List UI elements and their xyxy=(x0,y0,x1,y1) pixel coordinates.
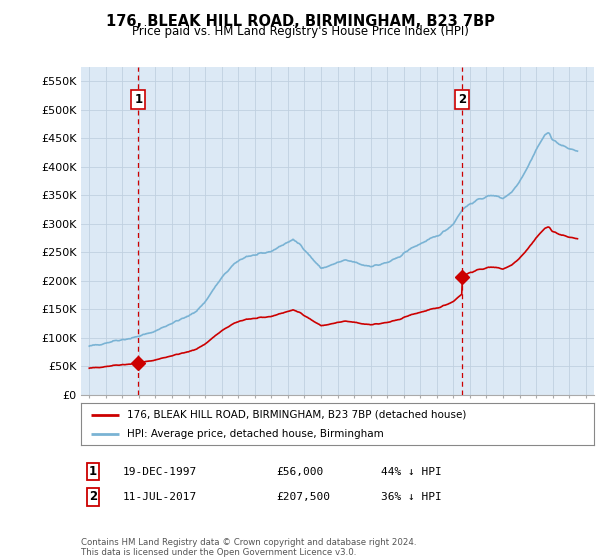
Text: 11-JUL-2017: 11-JUL-2017 xyxy=(123,492,197,502)
Text: 176, BLEAK HILL ROAD, BIRMINGHAM, B23 7BP: 176, BLEAK HILL ROAD, BIRMINGHAM, B23 7B… xyxy=(106,14,494,29)
Text: £207,500: £207,500 xyxy=(276,492,330,502)
Text: Contains HM Land Registry data © Crown copyright and database right 2024.
This d: Contains HM Land Registry data © Crown c… xyxy=(81,538,416,557)
Text: 1: 1 xyxy=(134,93,142,106)
Text: 19-DEC-1997: 19-DEC-1997 xyxy=(123,466,197,477)
Text: Price paid vs. HM Land Registry's House Price Index (HPI): Price paid vs. HM Land Registry's House … xyxy=(131,25,469,38)
Text: 44% ↓ HPI: 44% ↓ HPI xyxy=(381,466,442,477)
Text: 2: 2 xyxy=(89,490,97,503)
Text: 176, BLEAK HILL ROAD, BIRMINGHAM, B23 7BP (detached house): 176, BLEAK HILL ROAD, BIRMINGHAM, B23 7B… xyxy=(127,409,467,419)
Text: 1: 1 xyxy=(89,465,97,478)
Text: £56,000: £56,000 xyxy=(276,466,323,477)
Text: 36% ↓ HPI: 36% ↓ HPI xyxy=(381,492,442,502)
Text: 2: 2 xyxy=(458,93,466,106)
Text: HPI: Average price, detached house, Birmingham: HPI: Average price, detached house, Birm… xyxy=(127,429,384,439)
